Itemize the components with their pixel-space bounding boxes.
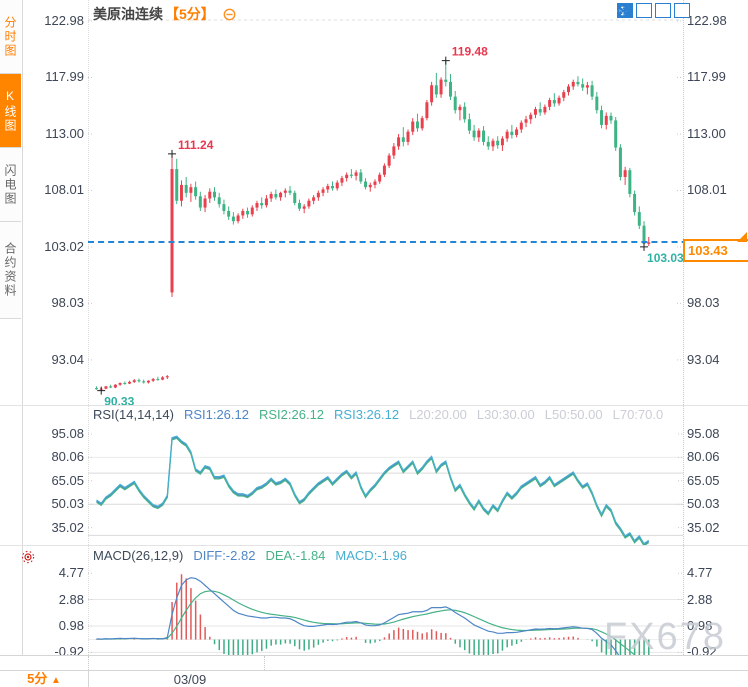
axis-label: 93.04 xyxy=(51,351,84,367)
rsi-header: RSI(14,14,14) RSI1:26.12 RSI2:26.12 RSI3:26… xyxy=(93,407,663,422)
axis-label: 80.06 xyxy=(687,449,720,465)
rsi-param-item-8: L70:70.0 xyxy=(612,407,664,422)
axis-label: 122.98 xyxy=(687,13,727,28)
axis-label: 122.98 xyxy=(44,13,84,28)
sidebar-tab-3[interactable]: 闪电图 xyxy=(0,148,21,222)
sidebar-tab-1[interactable]: 分时图 xyxy=(0,0,21,74)
chart-mode-sidebar: 分时图 K线图 闪电图 合约资料 xyxy=(0,0,23,670)
rsi-param-item-5: L20:20.00 xyxy=(409,407,467,422)
axis-label: 2.88 xyxy=(58,591,84,607)
watermark: FX678 xyxy=(604,616,726,658)
price-annotation: 103.03 xyxy=(647,251,684,265)
symbol-name: 美原油连续 xyxy=(93,6,163,22)
dea-line xyxy=(96,590,636,655)
rsi-left-axis: 95.08 80.06 65.05 50.03 35.02 xyxy=(22,425,84,545)
axis-label: 108.01 xyxy=(687,182,727,198)
indicator-settings-icon[interactable] xyxy=(223,6,236,22)
sidebar-tab-2[interactable]: K线图 xyxy=(0,74,21,148)
price-annotation: 119.48 xyxy=(452,45,488,59)
axis-label: 108.01 xyxy=(44,182,84,198)
axis-label: 98.03 xyxy=(687,295,720,311)
rsi-param-item-3: RSI2:26.12 xyxy=(258,407,325,422)
diff-line xyxy=(96,577,620,655)
extreme-marker-cross xyxy=(97,386,106,395)
axis-label: 117.99 xyxy=(687,69,726,85)
axis-label: 4.77 xyxy=(687,565,713,581)
rsi-line-3 xyxy=(96,435,650,545)
axis-label: 113.00 xyxy=(687,125,726,141)
current-price-box: 103.43 xyxy=(683,239,748,263)
rsi-line-1 xyxy=(96,436,650,545)
extreme-marker-cross xyxy=(640,242,649,251)
axis-label: 65.05 xyxy=(687,472,720,488)
rsi-param-item-2: RSI1:26.12 xyxy=(183,407,249,422)
current-price-line xyxy=(88,241,748,244)
rsi-param-item-6: L30:30.00 xyxy=(476,407,535,422)
rsi-line-2 xyxy=(96,437,650,545)
axis-label: 117.99 xyxy=(45,69,84,85)
exit-icon[interactable] xyxy=(618,3,690,18)
axis-label: 50.03 xyxy=(687,496,720,512)
macd-header: MACD(26,12,9) DIFF:-2.82 DEA:-1.84 MACD:-1.… xyxy=(93,548,407,563)
main-candlestick-chart[interactable]: 111.24 119.48 90.33 103.03 xyxy=(0,0,748,405)
axis-label: 50.03 xyxy=(51,496,84,512)
time-axis-strip xyxy=(0,655,748,670)
axis-label: 4.77 xyxy=(58,565,84,581)
axis-label: 35.02 xyxy=(51,519,84,535)
main-left-axis: 122.98 117.99 113.00 108.01 103.02 98.03 93.04 xyxy=(22,0,84,405)
axis-label: 113.00 xyxy=(45,125,84,141)
rsi-indicator-chart[interactable] xyxy=(0,425,748,545)
plot-left-border xyxy=(88,0,89,655)
macd-param-item-1: MACD(26,12,9) xyxy=(93,548,184,563)
zoom-range-icon[interactable] xyxy=(617,3,652,18)
axis-label: 35.02 xyxy=(687,519,720,535)
macd-histogram xyxy=(95,574,650,655)
axis-label: 93.04 xyxy=(687,351,720,367)
chart-toolbar xyxy=(617,3,690,18)
axis-label: 2.88 xyxy=(687,591,713,607)
axis-label: 0.98 xyxy=(58,617,84,633)
axis-label: 80.06 xyxy=(51,449,84,465)
price-annotation: 90.33 xyxy=(104,395,134,405)
axis-label: 103.02 xyxy=(44,238,84,254)
rsi-param-item-4: RSI3:26.12 xyxy=(334,407,400,422)
rsi-param-item-1: RSI(14,14,14) xyxy=(93,407,174,422)
axis-label: 95.08 xyxy=(687,426,720,441)
macd-param-item-2: DIFF:-2.82 xyxy=(193,548,256,563)
macd-param-item-3: DEA:-1.84 xyxy=(265,548,326,563)
date-axis-label: 03/09 xyxy=(173,672,207,687)
period-label: 5分 xyxy=(27,671,48,686)
period-dropdown-arrow-icon: ▲ xyxy=(50,675,61,686)
period-selector[interactable]: 5分 ▲ xyxy=(0,671,89,687)
axis-label: 65.05 xyxy=(51,472,84,488)
macd-indicator-chart[interactable] xyxy=(0,568,748,655)
axis-label: 0.98 xyxy=(687,617,713,633)
price-flag-icon xyxy=(737,229,747,243)
rsi-param-item-7: L50:50.00 xyxy=(544,407,603,422)
indicator-target-icon[interactable] xyxy=(21,550,35,564)
price-annotation: 111.24 xyxy=(178,138,214,152)
macd-param-item-4: MACD:-1.96 xyxy=(335,548,407,563)
plot-right-border xyxy=(683,0,684,655)
axis-label: 98.03 xyxy=(51,295,84,311)
sidebar-tab-4[interactable]: 合约资料 xyxy=(0,222,21,319)
panel-separator xyxy=(0,405,748,406)
rsi-right-axis: 95.08 80.06 65.05 50.03 35.02 xyxy=(687,425,748,545)
interval-tag: 【5分】 xyxy=(165,6,215,22)
axis-scale-icon[interactable] xyxy=(618,3,671,18)
panel-separator xyxy=(0,545,748,546)
extreme-marker-cross xyxy=(441,56,450,65)
chart-title: 美原油连续 【5分】 xyxy=(93,4,236,24)
axis-label: 95.08 xyxy=(51,426,84,441)
extreme-marker-cross xyxy=(168,149,177,158)
status-bar: 5分 ▲ 03/09 xyxy=(0,670,748,687)
candlesticks xyxy=(95,60,651,391)
